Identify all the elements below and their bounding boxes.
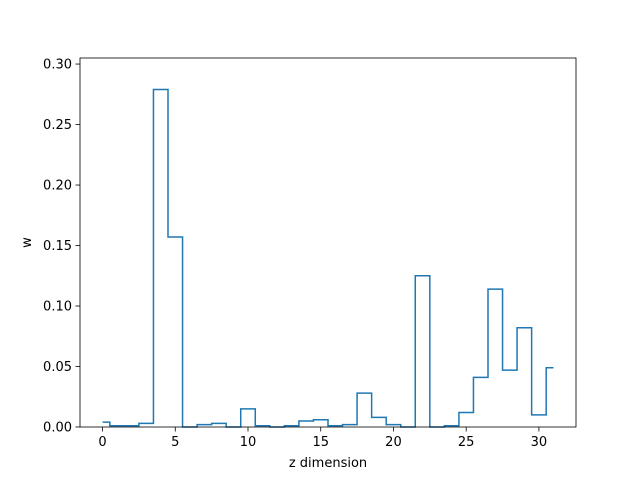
x-tick-label: 25: [458, 435, 475, 450]
y-tick-label: 0.00: [43, 421, 72, 436]
y-axis-label: w: [20, 237, 35, 248]
x-tick-label: 15: [312, 435, 329, 450]
x-axis-ticks: 0 5 10 15 20 25 30: [98, 427, 547, 450]
x-axis-label: z dimension: [289, 456, 367, 471]
x-tick-label: 20: [385, 435, 402, 450]
y-tick-label: 0.20: [43, 179, 72, 194]
x-tick-label: 5: [171, 435, 179, 450]
x-tick-label: 0: [98, 435, 106, 450]
y-tick-label: 0.25: [43, 118, 72, 133]
plot-frame: [79, 57, 577, 428]
series-line: [102, 88, 554, 428]
y-axis-ticks: 0.00 0.05 0.10 0.15 0.20 0.25 0.30: [43, 58, 80, 436]
y-tick-label: 0.30: [43, 58, 72, 73]
y-tick-label: 0.10: [43, 300, 72, 315]
y-tick-label: 0.15: [43, 239, 72, 254]
x-tick-label: 10: [240, 435, 257, 450]
y-tick-label: 0.05: [43, 360, 72, 375]
x-tick-label: 30: [531, 435, 548, 450]
